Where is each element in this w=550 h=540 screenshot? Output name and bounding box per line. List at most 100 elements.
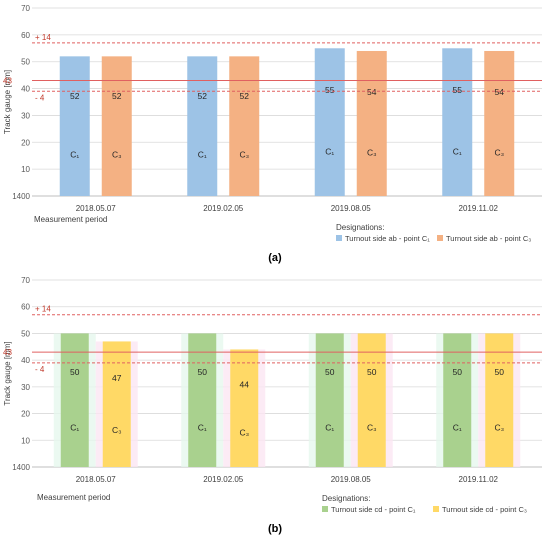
legend-swatch [322, 506, 328, 512]
bar-point-label: C₃ [112, 149, 122, 159]
legend: Designations:Turnout side cd - point C₁ T… [322, 494, 527, 514]
bar [315, 333, 344, 467]
bar-value-label: 52 [240, 91, 250, 101]
x-tick-label: 2019.08.05 [331, 204, 372, 213]
bar-value-label: 52 [112, 91, 122, 101]
reference-line-label: + 14 [35, 305, 51, 314]
bar-value-label: 54 [495, 87, 505, 97]
bar-value-label: 50 [70, 367, 80, 377]
legend-entry: Turnout side ab - point C₃ [446, 234, 531, 243]
bar [443, 333, 472, 467]
legend-swatch [336, 235, 342, 241]
y-tick-label: 10 [21, 165, 30, 174]
y-tick-label: 70 [21, 4, 30, 13]
bar-point-label: C₁ [70, 149, 79, 159]
bar-point-label: C₁ [198, 149, 207, 159]
chart-body: 1400 10 20 30 40 50 60 70 Track gauge [mm] 50 C₁ 47… [3, 276, 542, 502]
x-tick-label: 2018.05.07 [76, 204, 117, 213]
bar-point-label: C₃ [239, 149, 249, 159]
x-tick-label: 2019.08.05 [331, 475, 372, 484]
x-tick-label: 2019.11.02 [459, 204, 499, 213]
reference-line-label: 43 [3, 77, 12, 86]
x-tick-label: 2019.11.02 [459, 475, 499, 484]
legend-entry-name: Turnout side cd - point [331, 505, 407, 514]
bar [484, 50, 515, 196]
bar-point-label: C₃ [494, 148, 504, 158]
bar-point-label: C₃ [367, 422, 377, 432]
y-tick-label: 1400 [12, 463, 30, 472]
bar-value-label: 50 [367, 367, 377, 377]
y-tick-label: 60 [21, 303, 30, 312]
bar-value-label: 47 [112, 373, 122, 383]
legend-title: Designations: [336, 223, 384, 232]
reference-line-label: 43 [3, 348, 12, 357]
legend-swatch [437, 235, 443, 241]
bar [102, 341, 131, 467]
bar [357, 333, 386, 467]
bar [188, 333, 217, 467]
bar-value-label: 50 [198, 367, 208, 377]
y-tick-label: 20 [21, 138, 30, 147]
y-tick-label: 30 [21, 111, 30, 120]
legend-entry-name: Turnout side ab - point [345, 234, 422, 243]
y-tick-label: 1400 [12, 192, 30, 201]
bar-point-label: C₃ [367, 148, 377, 158]
x-axis-label: Measurement period [34, 215, 107, 224]
bar-point-label: C₃ [494, 422, 504, 432]
y-tick-label: 70 [21, 276, 30, 285]
y-tick-label: 30 [21, 383, 30, 392]
legend-entry-point: C₃ [518, 505, 526, 514]
chart-panel-a: 1400 10 20 30 40 50 60 70 Track gauge [mm] 52 C₁ 52… [3, 4, 542, 264]
bar-value-label: 50 [453, 367, 463, 377]
legend-entry-name: Turnout side cd - point [442, 505, 518, 514]
bar [314, 48, 345, 197]
legend-entry: Turnout side cd - point C₁ [331, 505, 416, 514]
bar-point-label: C₁ [453, 147, 462, 157]
bar-value-label: 55 [453, 85, 463, 95]
reference-line-label: - 4 [35, 93, 45, 102]
legend-swatch [433, 506, 439, 512]
x-axis-label: Measurement period [37, 493, 110, 502]
x-tick-label: 2018.05.07 [76, 475, 117, 484]
y-tick-label: 20 [21, 410, 30, 419]
bar-value-label: 52 [198, 91, 208, 101]
bar [60, 333, 89, 467]
bar-value-label: 50 [495, 367, 505, 377]
bar [101, 56, 132, 196]
bar [59, 56, 90, 196]
x-tick-label: 2019.02.05 [203, 475, 244, 484]
y-axis-label: Track gauge [mm] [3, 70, 12, 134]
bar-value-label: 50 [325, 367, 335, 377]
bar [187, 56, 218, 196]
legend-entry-point: C₁ [422, 234, 430, 243]
bar [229, 56, 260, 196]
legend-entry: Turnout side ab - point C₁ [345, 234, 430, 243]
y-tick-label: 60 [21, 31, 30, 40]
bar [230, 349, 259, 467]
bar-point-label: C₁ [70, 422, 79, 432]
y-tick-label: 50 [21, 58, 30, 67]
bar-value-label: 54 [367, 87, 377, 97]
legend-entry-point: C₃ [523, 234, 531, 243]
bar-point-label: C₃ [239, 427, 249, 437]
bar [442, 48, 473, 197]
panel-label: (a) [268, 252, 282, 264]
legend: Designations:Turnout side ab - point C₁ T… [336, 223, 531, 243]
chart-body: 1400 10 20 30 40 50 60 70 Track gauge [mm] 52 C₁ 52… [3, 4, 542, 224]
bar-point-label: C₁ [198, 422, 207, 432]
y-tick-label: 40 [21, 356, 30, 365]
bar-point-label: C₁ [325, 147, 334, 157]
reference-line-label: + 14 [35, 33, 51, 42]
chart-panel-b: 1400 10 20 30 40 50 60 70 Track gauge [mm] 50 C₁ 47… [3, 276, 542, 535]
bar-value-label: 55 [325, 85, 335, 95]
y-tick-label: 50 [21, 329, 30, 338]
bar-point-label: C₁ [325, 422, 334, 432]
bar-point-label: C₃ [112, 425, 122, 435]
reference-line-label: - 4 [35, 365, 45, 374]
legend-entry-point: C₁ [407, 505, 415, 514]
legend-entry: Turnout side cd - point C₃ [442, 505, 527, 514]
legend-title: Designations: [322, 494, 370, 503]
bar-value-label: 44 [240, 379, 250, 389]
bar [485, 333, 514, 467]
